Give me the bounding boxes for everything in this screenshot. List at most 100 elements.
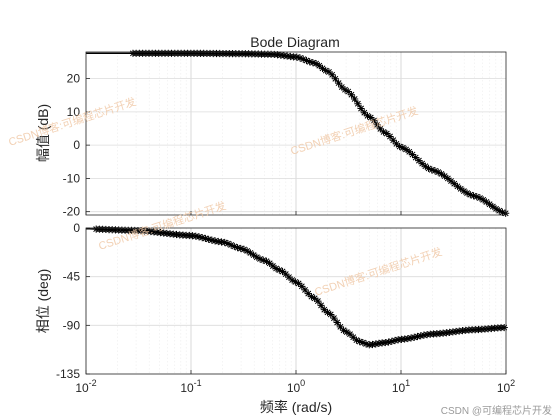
- magnitude-grid: [85, 52, 506, 215]
- data-point-marker: [306, 58, 314, 66]
- data-point-marker: [323, 308, 332, 316]
- data-point-marker: [296, 54, 304, 62]
- data-point-marker: [466, 191, 474, 199]
- data-point-marker: [408, 150, 417, 159]
- data-point-marker: [304, 289, 312, 298]
- x-tick-exponent: 0: [300, 378, 305, 388]
- data-point-marker: [463, 189, 471, 197]
- data-point-marker: [259, 256, 267, 264]
- data-point-marker: [312, 59, 320, 68]
- x-tick-base: 10: [287, 381, 301, 395]
- phase-ylabel: 相位 (deg): [35, 269, 51, 334]
- data-point-marker: [293, 53, 301, 61]
- y-tick-label: -10: [63, 171, 81, 185]
- data-point-marker: [479, 196, 487, 204]
- data-point-marker: [367, 113, 375, 122]
- y-tick-label: 20: [67, 72, 81, 86]
- data-point-marker: [424, 164, 433, 172]
- data-point-marker: [294, 279, 303, 288]
- data-point-marker: [402, 145, 410, 154]
- data-point-marker: [370, 117, 378, 125]
- data-point-marker: [428, 166, 436, 174]
- y-tick-label: 10: [67, 105, 81, 119]
- data-point-marker: [250, 251, 258, 259]
- data-point-marker: [285, 273, 293, 281]
- data-point-marker: [205, 235, 213, 243]
- x-tick-label: 101: [392, 378, 410, 395]
- chart-title: Bode Diagram: [250, 34, 340, 50]
- data-point-marker: [224, 239, 232, 248]
- y-tick-label: 0: [73, 221, 80, 235]
- x-axis-label: 频率 (rad/s): [260, 399, 332, 415]
- data-point-marker: [444, 174, 452, 183]
- data-point-marker: [469, 192, 478, 200]
- data-point-marker: [275, 266, 283, 274]
- data-point-marker: [389, 136, 397, 144]
- data-point-marker: [357, 104, 365, 113]
- data-point-marker: [376, 125, 384, 133]
- phase-grid: [85, 227, 506, 375]
- data-point-marker: [272, 264, 280, 273]
- data-point-marker: [356, 338, 364, 346]
- data-point-marker: [381, 338, 389, 347]
- data-point-marker: [307, 292, 316, 301]
- data-point-marker: [262, 257, 271, 265]
- data-point-marker: [349, 333, 357, 341]
- y-tick-label: -45: [63, 270, 81, 284]
- data-point-marker: [278, 267, 287, 276]
- x-tick-base: 10: [75, 381, 89, 395]
- data-point-marker: [246, 249, 254, 257]
- data-point-marker: [399, 144, 407, 152]
- data-point-marker: [330, 314, 338, 322]
- data-point-marker: [240, 245, 248, 253]
- y-tick-label: -90: [63, 318, 81, 332]
- data-point-marker: [346, 330, 354, 338]
- data-point-marker: [450, 180, 458, 188]
- x-tick-exponent: 2: [510, 378, 515, 388]
- data-point-marker: [282, 270, 290, 278]
- data-point-marker: [453, 182, 462, 190]
- data-point-marker: [420, 331, 428, 339]
- data-point-marker: [336, 323, 344, 331]
- x-tick-label: 100: [287, 378, 305, 395]
- data-point-marker: [482, 198, 490, 206]
- data-point-marker: [413, 332, 422, 341]
- data-point-marker: [495, 207, 503, 215]
- data-point-marker: [360, 109, 368, 117]
- data-point-marker: [331, 75, 339, 83]
- data-point-marker: [314, 297, 322, 305]
- data-point-marker: [373, 121, 381, 129]
- data-point-marker: [344, 87, 352, 96]
- data-point-marker: [410, 333, 418, 341]
- data-point-marker: [208, 236, 216, 244]
- data-point-marker: [379, 128, 388, 136]
- x-tick-exponent: -1: [194, 378, 202, 388]
- data-point-marker: [347, 91, 356, 99]
- x-tick-label: 10-2: [75, 378, 96, 395]
- data-point-marker: [460, 187, 468, 195]
- data-point-marker: [243, 247, 251, 255]
- data-point-marker: [354, 100, 362, 108]
- watermark: CSDN博客:可编程芯片开发: [97, 198, 228, 252]
- data-point-marker: [320, 306, 328, 314]
- data-point-marker: [221, 238, 229, 247]
- data-point-marker: [343, 328, 351, 336]
- data-point-marker: [301, 286, 309, 294]
- data-point-marker: [368, 340, 377, 349]
- data-point-marker: [309, 59, 317, 67]
- credit-text: CSDN @可编程芯片开发: [441, 404, 552, 417]
- magnitude-ylabel: 幅值 (dB): [35, 104, 51, 162]
- data-point-marker: [211, 237, 219, 245]
- watermark: CSDN博客:可编程芯片开发: [7, 94, 138, 148]
- x-tick-base: 10: [180, 381, 194, 395]
- data-point-marker: [473, 193, 481, 201]
- data-point-marker: [227, 241, 235, 249]
- data-point-marker: [339, 326, 348, 334]
- data-point-marker: [457, 185, 465, 193]
- magnitude-markers: [129, 49, 510, 217]
- data-point-marker: [266, 259, 274, 267]
- x-tick-exponent: -2: [89, 378, 97, 388]
- data-point-marker: [375, 339, 383, 347]
- y-tick-label: 0: [73, 138, 80, 152]
- data-point-marker: [447, 177, 455, 185]
